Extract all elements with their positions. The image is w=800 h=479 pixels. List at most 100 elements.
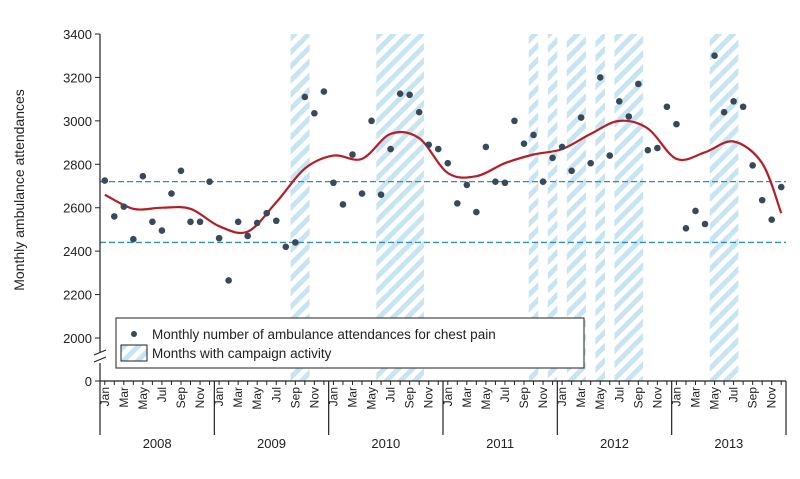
data-point — [225, 277, 232, 284]
data-point — [730, 98, 737, 105]
data-point — [587, 159, 594, 167]
year-label: 2012 — [600, 436, 629, 451]
x-tick-label: Jan — [212, 387, 226, 406]
campaign-band — [709, 34, 720, 381]
data-point — [720, 108, 728, 116]
x-tick-label: May — [250, 387, 264, 410]
campaign-band — [614, 34, 625, 381]
y-tick-label: 2400 — [63, 244, 92, 259]
x-tick-label: Jan — [555, 387, 569, 406]
campaign-band — [414, 34, 424, 381]
data-point — [606, 152, 614, 159]
campaign-band — [633, 34, 644, 381]
reference-lines — [100, 181, 786, 244]
data-point — [511, 117, 518, 125]
data-point — [234, 218, 242, 226]
axis-break-mark — [93, 349, 107, 363]
year-labels: 2008 2009 2010 2011 2012 2013 — [99, 381, 787, 451]
legend-campaign-swatch — [120, 344, 148, 362]
x-tick-label: Sep — [174, 387, 188, 409]
data-point — [473, 208, 480, 216]
data-point — [444, 159, 452, 167]
x-tick-label: May — [593, 387, 607, 410]
data-point — [749, 162, 756, 169]
data-point — [539, 178, 547, 185]
y-tick-label: 3200 — [63, 70, 92, 85]
trend-line — [104, 119, 783, 235]
data-point — [615, 98, 623, 105]
x-tick-label: Mar — [574, 387, 588, 408]
y-tick-label: 0 — [85, 374, 92, 389]
x-tick-label: Mar — [688, 387, 702, 408]
x-tick-label: Jan — [98, 387, 112, 406]
data-point — [654, 144, 661, 152]
x-tick-label: Jul — [269, 387, 283, 402]
data-point — [149, 218, 156, 226]
data-point — [482, 143, 490, 151]
data-point — [196, 218, 204, 226]
campaign-band — [595, 34, 605, 381]
x-tick-label: Jul — [384, 387, 398, 402]
campaign-band — [624, 34, 634, 381]
data-point — [253, 219, 261, 227]
campaign-band — [290, 34, 301, 381]
x-tick-label: Jan — [669, 387, 683, 406]
x-tick-label: Jul — [155, 387, 169, 402]
data-point — [758, 196, 766, 204]
data-point — [663, 103, 671, 111]
x-tick-label: Mar — [231, 387, 245, 408]
year-label: 2008 — [143, 436, 172, 451]
data-point — [244, 232, 251, 240]
data-point — [644, 146, 652, 154]
y-tick-label: 2800 — [63, 157, 92, 172]
campaign-band — [385, 34, 396, 381]
data-point — [292, 239, 299, 246]
x-tick-label: Mar — [117, 387, 131, 408]
x-tick-label: Mar — [345, 387, 359, 408]
x-tick-label: Mar — [460, 387, 474, 408]
data-point — [377, 191, 385, 198]
data-point — [692, 207, 699, 215]
x-ticks: Jan Mar May Jul Sep Nov Jan Mar May Jul Sep Nov Jan M… — [98, 381, 782, 410]
x-tick-label: Nov — [193, 387, 207, 408]
x-tick-label: Jul — [612, 387, 626, 402]
data-point — [311, 109, 318, 117]
x-tick-label: Nov — [650, 387, 664, 408]
data-point — [406, 91, 413, 99]
data-point — [187, 218, 194, 226]
year-label: 2011 — [486, 436, 514, 451]
data-point — [520, 140, 528, 147]
campaign-band — [395, 34, 405, 381]
legend-label-campaign: Months with campaign activity — [152, 346, 332, 361]
data-point — [701, 220, 709, 228]
legend-label-points: Monthly number of ambulance attendances … — [152, 327, 496, 342]
x-tick-label: Nov — [422, 387, 436, 408]
data-point — [530, 131, 537, 139]
data-point — [635, 80, 642, 88]
data-point — [330, 179, 337, 187]
y-tick-label: 3400 — [63, 27, 92, 42]
data-point — [558, 143, 566, 151]
campaign-band — [728, 34, 739, 381]
data-point — [739, 103, 747, 111]
data-point — [453, 200, 461, 207]
y-ticks: 0 2000 2200 2400 2600 2800 3000 3200 3400 — [63, 27, 100, 389]
x-tick-label: Nov — [536, 387, 550, 408]
data-point — [301, 93, 309, 101]
data-point — [549, 154, 556, 162]
x-tick-label: Jan — [326, 387, 340, 406]
data-point — [673, 120, 680, 128]
campaign-band — [528, 34, 539, 381]
legend-point-marker — [131, 331, 137, 337]
data-point — [101, 177, 109, 184]
y-tick-label: 3000 — [63, 114, 92, 129]
data-point — [492, 178, 499, 185]
data-point — [368, 117, 375, 125]
data-point — [139, 172, 147, 180]
data-point — [501, 179, 509, 187]
data-point — [282, 243, 290, 251]
year-label: 2010 — [371, 436, 400, 451]
campaign-band — [576, 34, 586, 381]
year-label: 2013 — [714, 436, 743, 451]
